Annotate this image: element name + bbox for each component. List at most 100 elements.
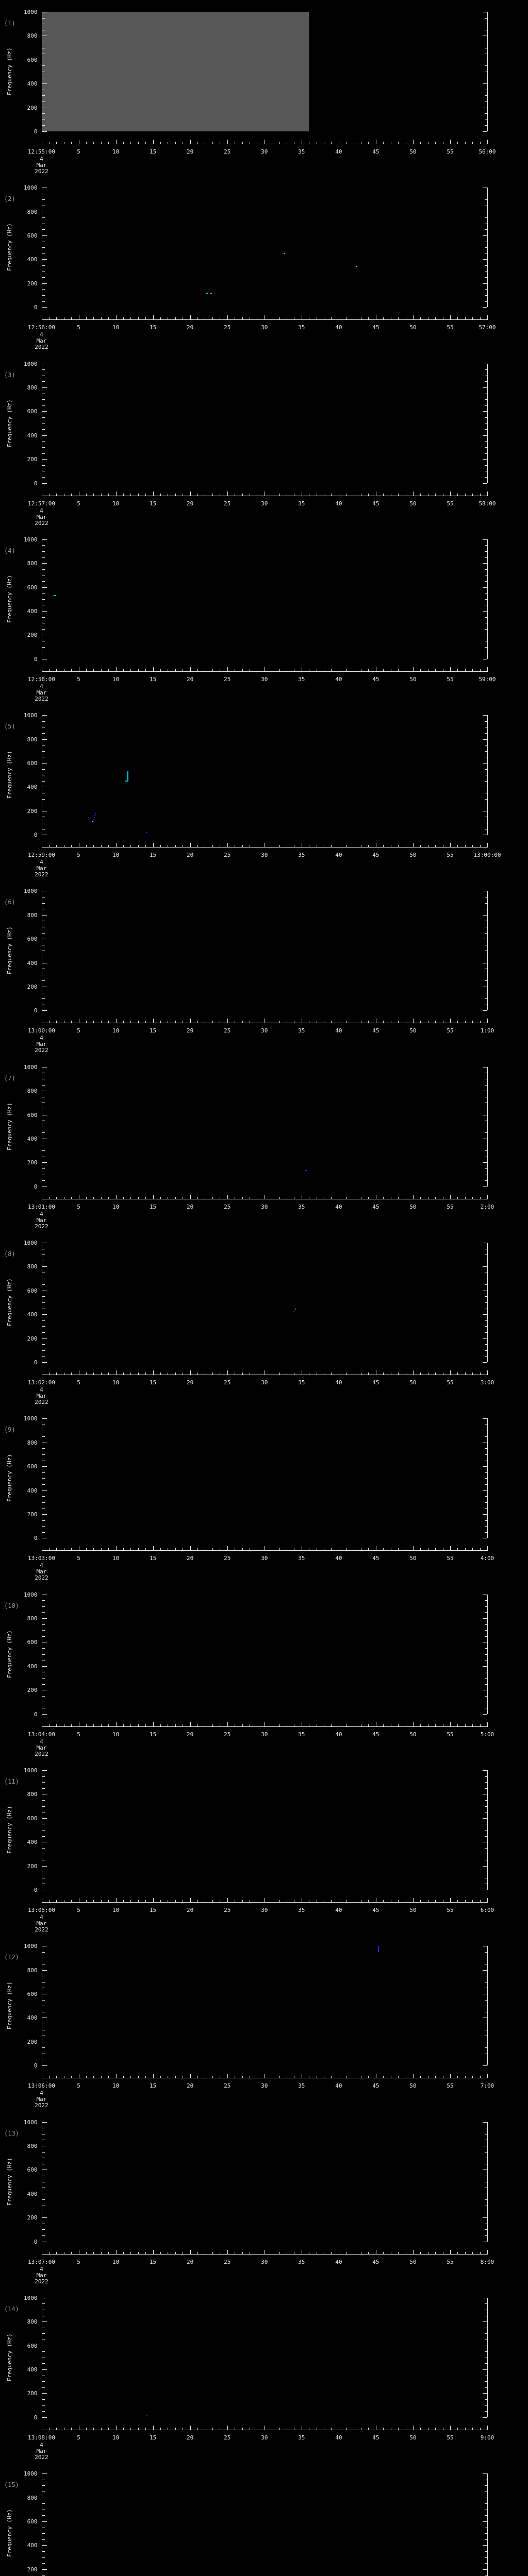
x-tick-label: 50 — [409, 852, 417, 859]
x-tick-label: 15 — [150, 1555, 157, 1562]
y-tick — [485, 113, 487, 114]
x-tick — [227, 1897, 228, 1902]
y-tick — [483, 483, 487, 484]
y-tick-label: 200 — [27, 807, 38, 815]
y-tick — [42, 2503, 45, 2504]
x-tick — [465, 1196, 466, 1199]
y-tick — [42, 199, 45, 200]
x-tick — [71, 2427, 72, 2430]
x-tick — [145, 1900, 146, 1902]
y-tick — [42, 2533, 45, 2534]
x-tick — [227, 1019, 228, 1023]
x-tick — [450, 1722, 451, 1726]
y-tick — [485, 1606, 487, 1607]
x-tick — [457, 493, 458, 496]
x-tick — [279, 2251, 280, 2254]
y-tick — [42, 593, 45, 594]
y-tick — [42, 2485, 45, 2486]
y-tick-label: 0 — [34, 655, 38, 663]
x-tick — [71, 1021, 72, 1023]
x-tick — [465, 845, 466, 848]
y-tick — [42, 903, 45, 904]
x-tick — [487, 1546, 488, 1551]
y-tick — [42, 2321, 47, 2323]
x-tick — [190, 2425, 191, 2430]
y-tick — [485, 2333, 487, 2334]
y-tick-label: 800 — [27, 911, 38, 919]
y-tick — [42, 477, 45, 478]
y-tick — [42, 2235, 45, 2236]
x-tick — [197, 2427, 199, 2430]
y-tick — [42, 629, 45, 630]
date-label: 4 — [40, 1035, 43, 1042]
y-tick — [485, 903, 487, 904]
x-tick — [412, 1019, 414, 1023]
y-tick — [42, 569, 45, 570]
x-tick — [145, 2427, 146, 2430]
x-tick — [48, 1900, 50, 1902]
date-label: 4 — [40, 1386, 43, 1394]
date-label: 2022 — [35, 344, 48, 351]
y-tick-label: 400 — [27, 432, 38, 439]
panel-number: (13) — [4, 2129, 19, 2137]
x-tick — [383, 142, 384, 144]
y-tick-label: 1000 — [24, 2294, 38, 2301]
x-tick — [472, 1900, 473, 1902]
x-tick — [108, 845, 109, 848]
x-tick — [227, 843, 228, 848]
y-tick — [42, 1600, 45, 1601]
y-axis-right — [487, 2122, 488, 2242]
y-tick — [42, 1132, 45, 1133]
x-tick — [420, 1548, 421, 1551]
date-label: 4 — [40, 2441, 43, 2448]
date-label: 4 — [40, 331, 43, 338]
x-tick — [71, 1548, 72, 1551]
date-label: Mar — [36, 1393, 47, 1400]
x-tick-label: 20 — [187, 500, 194, 507]
x-tick — [86, 1196, 87, 1199]
x-tick — [457, 1548, 458, 1551]
y-tick — [483, 1970, 487, 1971]
x-tick — [242, 2076, 243, 2078]
x-tick-label: 5 — [77, 852, 80, 859]
x-tick — [145, 669, 146, 671]
y-tick — [42, 1999, 45, 2001]
x-tick-label: 55 — [447, 1203, 454, 1210]
y-tick — [42, 1666, 47, 1667]
x-tick — [450, 315, 451, 320]
y-tick — [42, 1436, 45, 1437]
spectrogram-panel: 0 200 400 600 800 1000 5 10 15 20 25 30 35 40 45 50 55 13… — [0, 2110, 528, 2286]
y-tick-label: 200 — [27, 1511, 38, 1518]
x-tick — [480, 1724, 481, 1726]
x-tick — [212, 2251, 213, 2254]
y-tick — [42, 1770, 47, 1771]
x-tick — [93, 142, 94, 144]
x-tick — [457, 1372, 458, 1375]
y-axis-right — [487, 1594, 488, 1714]
x-tick-label: 20 — [187, 1203, 194, 1210]
x-tick — [465, 1724, 466, 1726]
x-tick — [56, 1021, 57, 1023]
x-start-time-label: 12:58:00 — [28, 675, 55, 683]
x-tick — [398, 669, 399, 671]
y-tick — [483, 2521, 487, 2522]
y-tick — [485, 2303, 487, 2304]
y-tick — [485, 781, 487, 782]
y-tick — [485, 2199, 487, 2200]
x-tick-label: 5 — [77, 2434, 80, 2441]
x-tick — [160, 1900, 161, 1902]
y-tick-label: 1000 — [24, 184, 38, 192]
y-tick — [42, 2545, 47, 2546]
x-tick — [123, 1196, 124, 1199]
y-tick — [485, 2387, 487, 2388]
x-tick — [145, 317, 146, 320]
x-tick — [331, 1724, 332, 1726]
x-tick — [465, 2076, 466, 2078]
x-tick-label: 40 — [335, 675, 342, 683]
y-tick — [485, 229, 487, 230]
x-tick — [130, 1372, 131, 1375]
x-tick — [101, 2076, 102, 2078]
y-tick — [42, 2417, 47, 2418]
x-tick-label: 20 — [187, 2082, 194, 2090]
y-tick — [42, 1678, 45, 1679]
